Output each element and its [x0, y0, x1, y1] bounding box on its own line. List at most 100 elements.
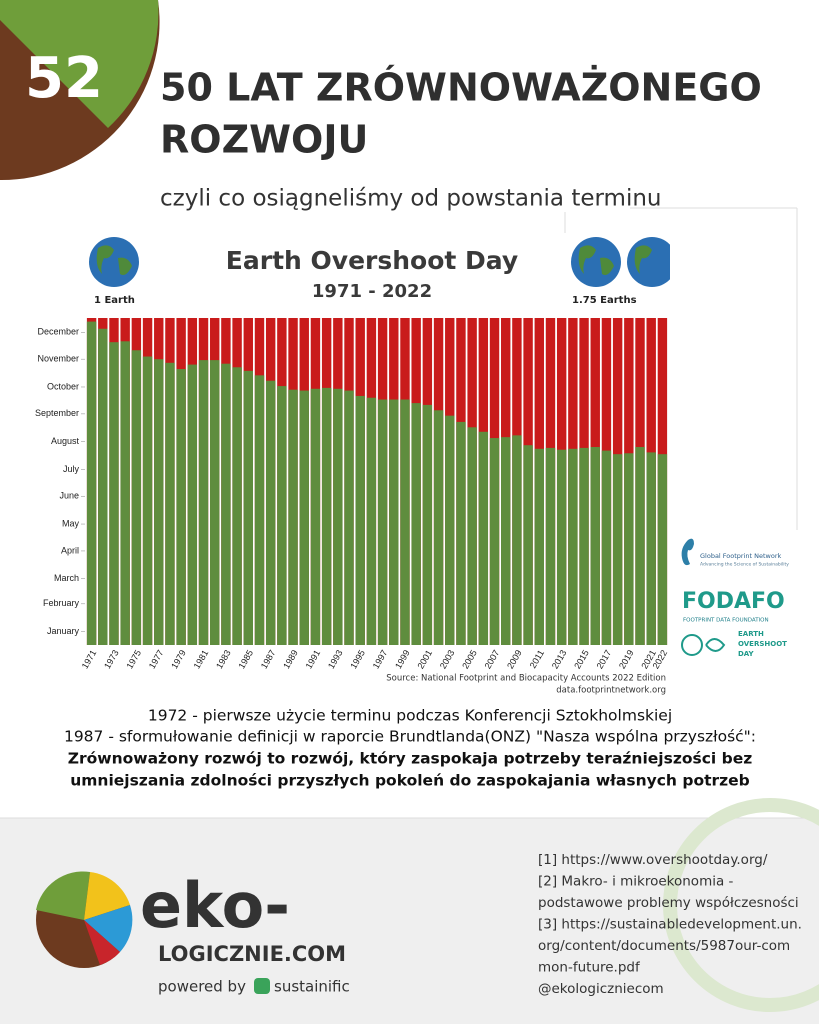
partner-logos: Global Footprint Network Advancing the S… — [678, 530, 797, 663]
bar — [187, 364, 198, 645]
reference-line: org/content/documents/5987our-com — [538, 938, 790, 954]
bar — [98, 328, 108, 645]
y-tick-label: March — [54, 573, 79, 583]
bar — [523, 445, 533, 645]
bar — [601, 450, 612, 645]
bar — [321, 387, 332, 645]
bar — [377, 399, 388, 645]
subtitle: czyli co osiągneliśmy od powstania termi… — [160, 186, 662, 212]
bar — [198, 360, 209, 645]
body-line: 1987 - sformułowanie definicji w raporci… — [64, 728, 756, 746]
bar — [310, 388, 321, 645]
footprint-icon — [681, 538, 694, 566]
reference-line: mon-future.pdf — [538, 960, 641, 976]
bar — [512, 435, 522, 645]
title-line: 50 LAT ZRÓWNOWAŻONEGO — [160, 66, 762, 110]
y-tick-label: February — [43, 598, 80, 608]
bar — [299, 390, 309, 645]
bar — [86, 321, 97, 645]
bar — [288, 389, 298, 645]
logo-text: Global Footprint Network — [700, 552, 782, 560]
bar — [265, 380, 276, 645]
chart-subtitle: 1971 - 2022 — [312, 281, 432, 302]
logo-text: EARTH — [738, 630, 764, 638]
powered-by: powered by — [158, 978, 246, 996]
brand-domain: LOGICZNIE.COM — [158, 942, 346, 966]
logo-text: DAY — [738, 650, 755, 658]
bar — [210, 360, 220, 645]
bar — [478, 431, 489, 645]
globe — [89, 237, 139, 287]
globe — [571, 237, 621, 287]
bar — [590, 447, 600, 645]
badge-green — [0, 0, 159, 128]
bar — [422, 404, 433, 645]
mask — [670, 230, 682, 300]
bar — [232, 367, 242, 645]
bar — [366, 397, 377, 645]
reference-line: podstawowe problemy współczesności — [538, 895, 799, 911]
y-tick-label: June — [59, 491, 79, 501]
reference-line: [1] https://www.overshootday.org/ — [538, 852, 768, 868]
decor-ring — [663, 798, 819, 1012]
body-line: 1972 - pierwsze użycie terminu podczas K… — [148, 707, 672, 725]
bar — [568, 448, 578, 645]
reference-line: [3] https://sustainabledevelopment.un. — [538, 917, 802, 933]
bar — [534, 448, 544, 645]
partner-icon — [254, 978, 270, 994]
y-tick-label: October — [47, 381, 79, 391]
bar — [344, 390, 354, 645]
chart-source-url: data.footprintnetwork.org — [556, 686, 666, 696]
bar — [131, 350, 142, 645]
badge-number: 52 — [25, 46, 103, 111]
y-tick-label: July — [63, 464, 80, 474]
bar — [154, 359, 164, 645]
body-bold-line: Zrównoważony rozwój to rozwój, który zas… — [68, 750, 753, 768]
logo-text: FOOTPRINT DATA FOUNDATION — [683, 618, 769, 624]
bar — [243, 370, 253, 645]
bar — [467, 427, 477, 645]
reference-line: @ekologicznie​com — [538, 981, 664, 997]
chart-note: 1.75 Earths — [572, 295, 637, 306]
bar — [277, 386, 287, 645]
bar — [176, 369, 186, 645]
bar — [120, 341, 130, 645]
bar — [109, 342, 119, 645]
bar — [142, 356, 153, 645]
logo-panel — [678, 530, 797, 663]
globe — [627, 237, 677, 287]
references: [1] https://www.overshootday.org/ [2] Mak… — [538, 852, 802, 997]
y-tick-label: May — [62, 518, 80, 528]
brand-logo — [36, 871, 133, 968]
eod-icon — [705, 638, 726, 652]
logo-text: OVERSHOOT — [738, 640, 787, 648]
bar — [221, 363, 231, 645]
bar — [333, 388, 343, 645]
bar — [501, 437, 511, 645]
bar — [556, 449, 567, 645]
body-bold-line: umniejszania zdolności przyszłych pokole… — [70, 772, 750, 790]
bar — [612, 454, 623, 645]
bar — [411, 403, 421, 645]
bar — [646, 452, 656, 645]
logo-text: FODAFO — [682, 589, 785, 614]
bar — [400, 399, 410, 645]
bar — [445, 415, 455, 645]
bar — [254, 375, 265, 645]
reference-line: [2] Makro- i mikroekonomia - — [538, 874, 734, 890]
bar — [657, 454, 668, 645]
bar — [433, 410, 444, 645]
y-tick-label: September — [35, 408, 79, 418]
bar — [579, 447, 589, 645]
plot: January February March April May June July Augu… — [35, 318, 669, 671]
bar — [355, 395, 365, 645]
chart-source: Source: National Footprint and Biocapaci… — [386, 674, 666, 684]
logo-text: Advancing the Science of Sustainability — [700, 562, 789, 568]
y-tick-label: January — [47, 626, 80, 636]
bar — [489, 438, 500, 645]
bar — [389, 399, 399, 645]
y-tick-label: November — [37, 354, 79, 364]
partner-name: sustainific — [274, 978, 350, 996]
bar — [165, 362, 175, 645]
